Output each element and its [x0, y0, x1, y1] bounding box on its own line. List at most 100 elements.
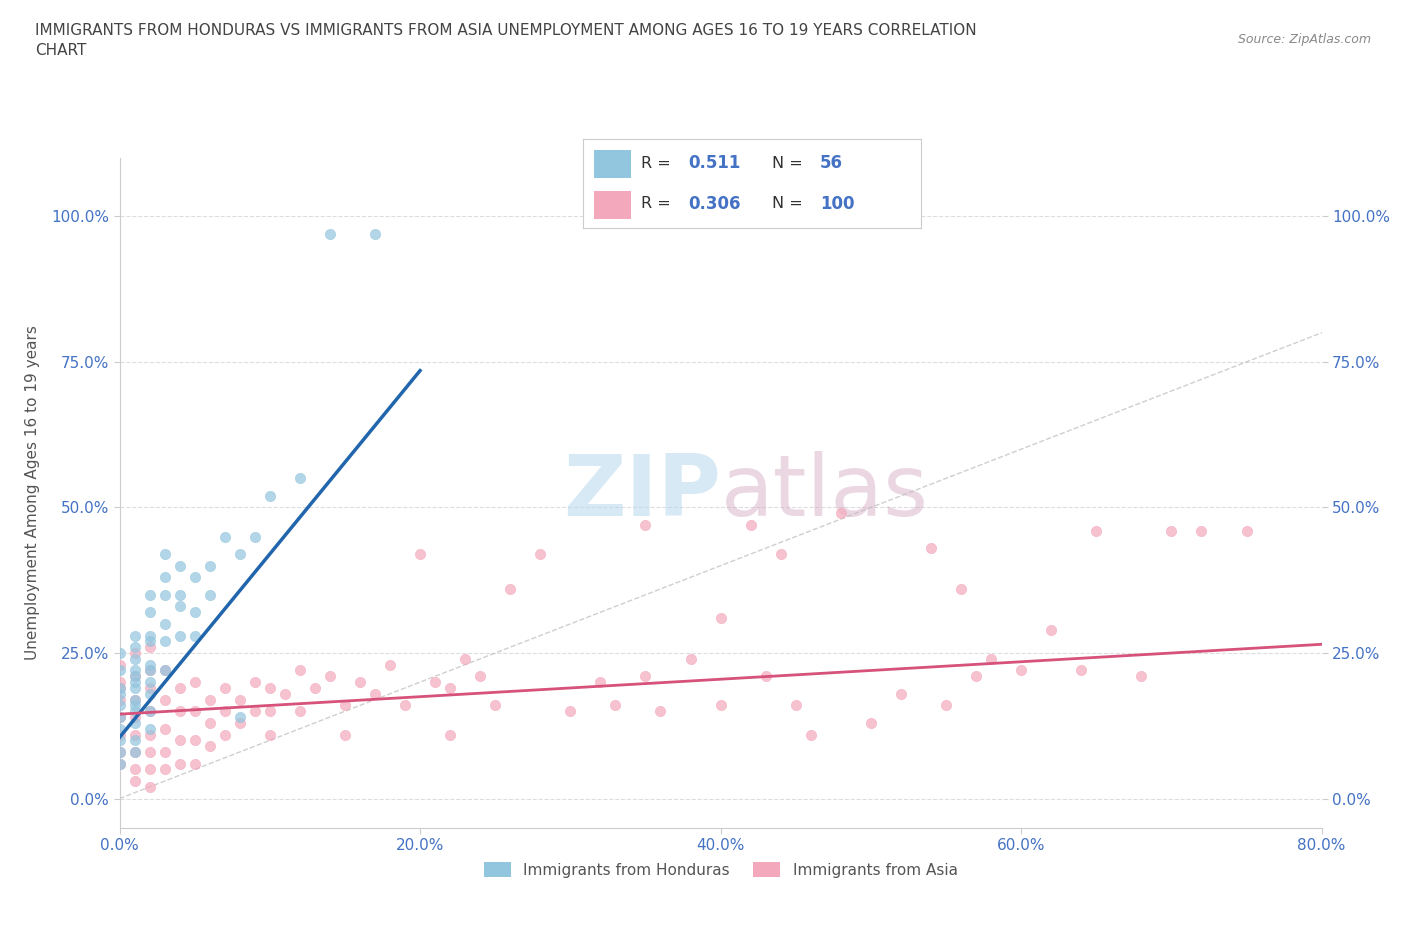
Point: [153, 617, 176, 631]
Point: [198, 738, 221, 753]
Point: [259, 704, 281, 719]
Point: [124, 710, 146, 724]
Point: [138, 681, 160, 696]
Point: [243, 704, 266, 719]
Point: [243, 529, 266, 544]
Point: [214, 681, 236, 696]
Point: [108, 745, 131, 760]
Point: [138, 762, 160, 777]
Point: [319, 226, 342, 241]
Point: [124, 727, 146, 742]
Point: [108, 756, 131, 771]
Point: [108, 663, 131, 678]
Point: [124, 774, 146, 789]
Point: [183, 674, 205, 689]
Point: [108, 681, 131, 696]
Point: [214, 704, 236, 719]
Point: [650, 704, 672, 719]
Point: [138, 704, 160, 719]
Point: [153, 692, 176, 707]
Point: [169, 681, 191, 696]
Point: [138, 634, 160, 649]
Point: [183, 704, 205, 719]
Point: [1189, 524, 1212, 538]
Point: [890, 686, 912, 701]
Point: [1040, 622, 1063, 637]
Point: [153, 722, 176, 737]
Point: [124, 669, 146, 684]
Point: [228, 710, 252, 724]
Point: [198, 588, 221, 603]
Point: [634, 517, 657, 532]
Point: [124, 681, 146, 696]
Point: [274, 686, 297, 701]
Point: [859, 715, 882, 730]
Point: [124, 651, 146, 666]
Point: [169, 558, 191, 573]
Point: [183, 628, 205, 643]
Point: [529, 547, 551, 562]
Point: [228, 715, 252, 730]
Point: [124, 692, 146, 707]
Point: [153, 547, 176, 562]
Point: [183, 756, 205, 771]
Point: [153, 663, 176, 678]
Point: [108, 710, 131, 724]
Point: [454, 651, 477, 666]
Point: [980, 651, 1002, 666]
Point: [1085, 524, 1108, 538]
Point: [214, 727, 236, 742]
Point: [423, 674, 446, 689]
Legend: Immigrants from Honduras, Immigrants from Asia: Immigrants from Honduras, Immigrants fro…: [478, 856, 963, 884]
Point: [288, 471, 311, 485]
Point: [679, 651, 702, 666]
Point: [138, 663, 160, 678]
Point: [138, 663, 160, 678]
Point: [183, 733, 205, 748]
Point: [138, 588, 160, 603]
Point: [138, 640, 160, 655]
Point: [439, 681, 461, 696]
Point: [769, 547, 792, 562]
Point: [108, 722, 131, 737]
Point: [950, 581, 973, 596]
Point: [124, 762, 146, 777]
Point: [288, 704, 311, 719]
Point: [288, 663, 311, 678]
Point: [124, 715, 146, 730]
Point: [183, 570, 205, 585]
Point: [169, 756, 191, 771]
Y-axis label: Unemployment Among Ages 16 to 19 years: Unemployment Among Ages 16 to 19 years: [25, 326, 39, 660]
Text: R =: R =: [641, 156, 676, 171]
Point: [138, 604, 160, 619]
Point: [169, 599, 191, 614]
Point: [198, 715, 221, 730]
Point: [333, 698, 356, 713]
Point: [259, 488, 281, 503]
Point: [800, 727, 823, 742]
Point: [138, 779, 160, 794]
Point: [108, 745, 131, 760]
Point: [394, 698, 416, 713]
Point: [965, 669, 987, 684]
Text: atlas: atlas: [720, 451, 928, 535]
Point: [634, 669, 657, 684]
Point: [304, 681, 326, 696]
Point: [183, 604, 205, 619]
Point: [108, 658, 131, 672]
Point: [169, 704, 191, 719]
FancyBboxPatch shape: [593, 150, 631, 179]
Point: [124, 704, 146, 719]
Point: [468, 669, 492, 684]
Point: [124, 745, 146, 760]
Point: [333, 727, 356, 742]
Point: [349, 674, 371, 689]
Point: [484, 698, 506, 713]
Point: [124, 663, 146, 678]
Point: [124, 745, 146, 760]
Point: [259, 727, 281, 742]
Text: 0.511: 0.511: [688, 154, 741, 172]
Point: [409, 547, 432, 562]
Point: [378, 658, 401, 672]
Point: [138, 727, 160, 742]
